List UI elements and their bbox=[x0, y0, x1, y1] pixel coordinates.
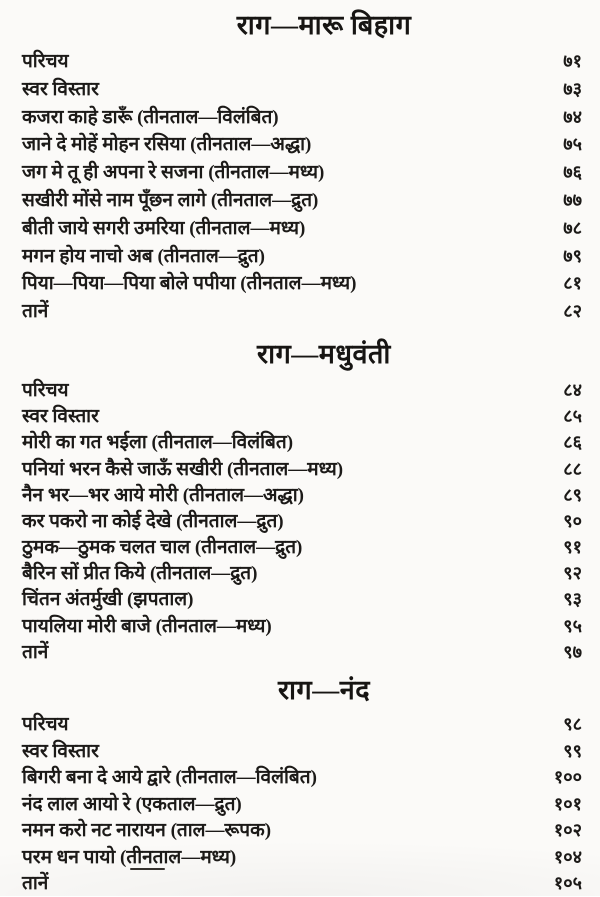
toc-row: परिचय ९८ bbox=[0, 711, 600, 738]
toc-item-page-number: ८१ bbox=[563, 273, 582, 294]
toc-item-label: पायलिया मोरी बाजे (तीनताल—मध्य) bbox=[22, 615, 272, 637]
toc-item-page-number: ९१ bbox=[563, 537, 582, 558]
toc-row: बीती जाये सगरी उमरिया (तीनताल—मध्य) ७८ bbox=[0, 215, 600, 243]
section-title: राग—नंद bbox=[277, 675, 371, 706]
toc-row: पिया—पिया—पिया बोले पपीया (तीनताल—मध्य) ८… bbox=[0, 270, 600, 298]
toc-item-page-number: ७३ bbox=[563, 78, 582, 99]
toc-item-page-number: ९२ bbox=[563, 563, 582, 584]
toc-item-page-number: ७८ bbox=[563, 217, 582, 238]
toc-row: नमन करो नट नारायन (ताल—रूपक) १०२ bbox=[0, 817, 600, 844]
toc-item-page-number: ९८ bbox=[563, 714, 582, 735]
section-title: राग—मारू बिहाग bbox=[236, 10, 412, 40]
toc-item-label: तानें bbox=[22, 873, 49, 895]
toc-item-label: नैन भर—भर आये मोरी (तीनताल—अद्धा) bbox=[22, 484, 304, 506]
toc-row: परिचय ८४ bbox=[0, 377, 600, 403]
toc-row: स्वर विस्तार ९९ bbox=[0, 738, 600, 765]
toc-item-page-number: ७५ bbox=[563, 134, 582, 155]
toc-item-label: चिंतन अंतर्मुखी (झपताल) bbox=[22, 589, 194, 611]
toc-item-page-number: ७९ bbox=[563, 245, 582, 266]
toc-row: नंद लाल आयो रे (एकताल—द्रुत) १०१ bbox=[0, 791, 600, 818]
toc-item-page-number: ९३ bbox=[563, 589, 582, 610]
toc-item-label: कजरा काहे डारूँ (तीनताल—विलंबित) bbox=[22, 106, 279, 128]
toc-row: चिंतन अंतर्मुखी (झपताल) ९३ bbox=[0, 586, 600, 612]
toc-item-label: परम धन पायो (तीनताल—मध्य) bbox=[22, 846, 237, 868]
toc-item-page-number: १०५ bbox=[553, 873, 582, 894]
toc-item-label: स्वर विस्तार bbox=[22, 406, 99, 428]
toc-item-page-number: ९० bbox=[563, 510, 582, 531]
toc-item-page-number: ७१ bbox=[563, 51, 582, 71]
toc-item-page-number: ७४ bbox=[563, 106, 582, 127]
toc-row: पायलिया मोरी बाजे (तीनताल—मध्य) ९५ bbox=[0, 613, 600, 639]
toc-row: तानें ९७ bbox=[0, 639, 600, 665]
toc-item-label: ठुमक—ठुमक चलत चाल (तीनताल—द्रुत) bbox=[22, 537, 303, 559]
toc-row: मोरी का गत भईला (तीनताल—विलंबित) ८६ bbox=[0, 429, 600, 455]
toc-item-page-number: १०१ bbox=[553, 793, 582, 814]
toc-item-label: नमन करो नट नारायन (ताल—रूपक) bbox=[22, 820, 272, 842]
toc-row: पनियां भरन कैसे जाऊँ सखीरी (तीनताल—मध्य)… bbox=[0, 456, 600, 482]
toc-item-label: परिचय bbox=[22, 379, 69, 401]
toc-row: बिगरी बना दे आये द्वारे (तीनताल—विलंबित)… bbox=[0, 764, 600, 791]
toc-item-page-number: ८८ bbox=[563, 458, 582, 479]
toc-row: कजरा काहे डारूँ (तीनताल—विलंबित) ७४ bbox=[0, 104, 600, 132]
toc-row: बैरिन सों प्रीत किये (तीनताल—द्रुत) ९२ bbox=[0, 560, 600, 586]
toc-item-page-number: ७७ bbox=[563, 189, 582, 210]
toc-section: राग—मारू बिहाग परिचय ७१ स्वर विस्तार ७३ कजरा … bbox=[0, 4, 600, 326]
toc-item-label: तानें bbox=[22, 641, 49, 663]
toc-item-label: सखीरी मोंसे नाम पूँछन लागे (तीनताल—द्रुत… bbox=[22, 189, 319, 211]
toc-row: कर पकरो ना कोई देखे (तीनताल—द्रुत) ९० bbox=[0, 508, 600, 534]
toc-item-label: पिया—पिया—पिया बोले पपीया (तीनताल—मध्य) bbox=[22, 273, 357, 295]
toc-section: राग—मधुवंती परिचय ८४ स्वर विस्तार ८५ मोरी का … bbox=[0, 335, 600, 665]
toc-item-label: मगन होय नाचो अब (तीनताल—द्रुत) bbox=[22, 245, 265, 267]
toc-row: परिचय ७१ bbox=[0, 48, 600, 76]
toc-row: ठुमक—ठुमक चलत चाल (तीनताल—द्रुत) ९१ bbox=[0, 534, 600, 560]
toc-row: तानें ८२ bbox=[0, 298, 600, 326]
toc-row: स्वर विस्तार ८५ bbox=[0, 403, 600, 429]
toc-row: स्वर विस्तार ७३ bbox=[0, 76, 600, 104]
toc-row: जाने दे मोहें मोहन रसिया (तीनताल—अद्धा) ७… bbox=[0, 131, 600, 159]
toc-row: परम धन पायो (तीनताल—मध्य) १०४ bbox=[0, 844, 600, 871]
toc-item-page-number: ७६ bbox=[563, 162, 582, 183]
toc-row: सखीरी मोंसे नाम पूँछन लागे (तीनताल—द्रुत… bbox=[0, 187, 600, 215]
toc-item-label: कर पकरो ना कोई देखे (तीनताल—द्रुत) bbox=[22, 510, 284, 532]
toc-item-label: पनियां भरन कैसे जाऊँ सखीरी (तीनताल—मध्य) bbox=[22, 458, 344, 480]
toc-item-label: स्वर विस्तार bbox=[22, 78, 99, 100]
toc-item-label: जाने दे मोहें मोहन रसिया (तीनताल—अद्धा) bbox=[22, 134, 312, 156]
section-title: राग—मधुवंती bbox=[257, 338, 391, 369]
toc-item-page-number: ८५ bbox=[563, 406, 582, 427]
toc-item-page-number: १०२ bbox=[553, 820, 582, 841]
toc-item-label: बिगरी बना दे आये द्वारे (तीनताल—विलंबित) bbox=[22, 767, 317, 789]
toc-item-label: मोरी का गत भईला (तीनताल—विलंबित) bbox=[22, 432, 294, 454]
toc-item-label: स्वर विस्तार bbox=[22, 740, 99, 762]
toc-item-page-number: ९७ bbox=[563, 641, 582, 662]
toc-item-label: जग मे तू ही अपना रे सजना (तीनताल—मध्य) bbox=[22, 162, 325, 184]
toc-item-page-number: ९५ bbox=[563, 615, 582, 636]
toc-row: नैन भर—भर आये मोरी (तीनताल—अद्धा) ८९ bbox=[0, 482, 600, 508]
toc-item-page-number: ८२ bbox=[563, 301, 582, 322]
toc-row: जग मे तू ही अपना रे सजना (तीनताल—मध्य) ७६ bbox=[0, 159, 600, 187]
toc-item-page-number: ८६ bbox=[563, 432, 582, 453]
toc-item-label: नंद लाल आयो रे (एकताल—द्रुत) bbox=[22, 793, 242, 815]
toc-item-page-number: १०४ bbox=[553, 846, 582, 867]
toc-item-page-number: ९९ bbox=[563, 740, 582, 761]
toc-item-label: बीती जाये सगरी उमरिया (तीनताल—मध्य) bbox=[22, 217, 306, 239]
toc-section: राग—नंद परिचय ९८ स्वर विस्तार ९९ बिगरी बना दे… bbox=[0, 672, 600, 897]
toc-item-page-number: १०० bbox=[553, 767, 582, 788]
toc-row: मगन होय नाचो अब (तीनताल—द्रुत) ७९ bbox=[0, 243, 600, 271]
toc-item-page-number: ८९ bbox=[563, 484, 582, 505]
toc-item-page-number: ८४ bbox=[563, 379, 582, 400]
toc-item-label: परिचय bbox=[22, 714, 69, 736]
toc-item-label: तानें bbox=[22, 301, 49, 323]
toc-row: तानें १०५ bbox=[0, 870, 600, 897]
toc-item-label: परिचय bbox=[22, 51, 69, 72]
toc-item-label: बैरिन सों प्रीत किये (तीनताल—द्रुत) bbox=[22, 563, 258, 585]
